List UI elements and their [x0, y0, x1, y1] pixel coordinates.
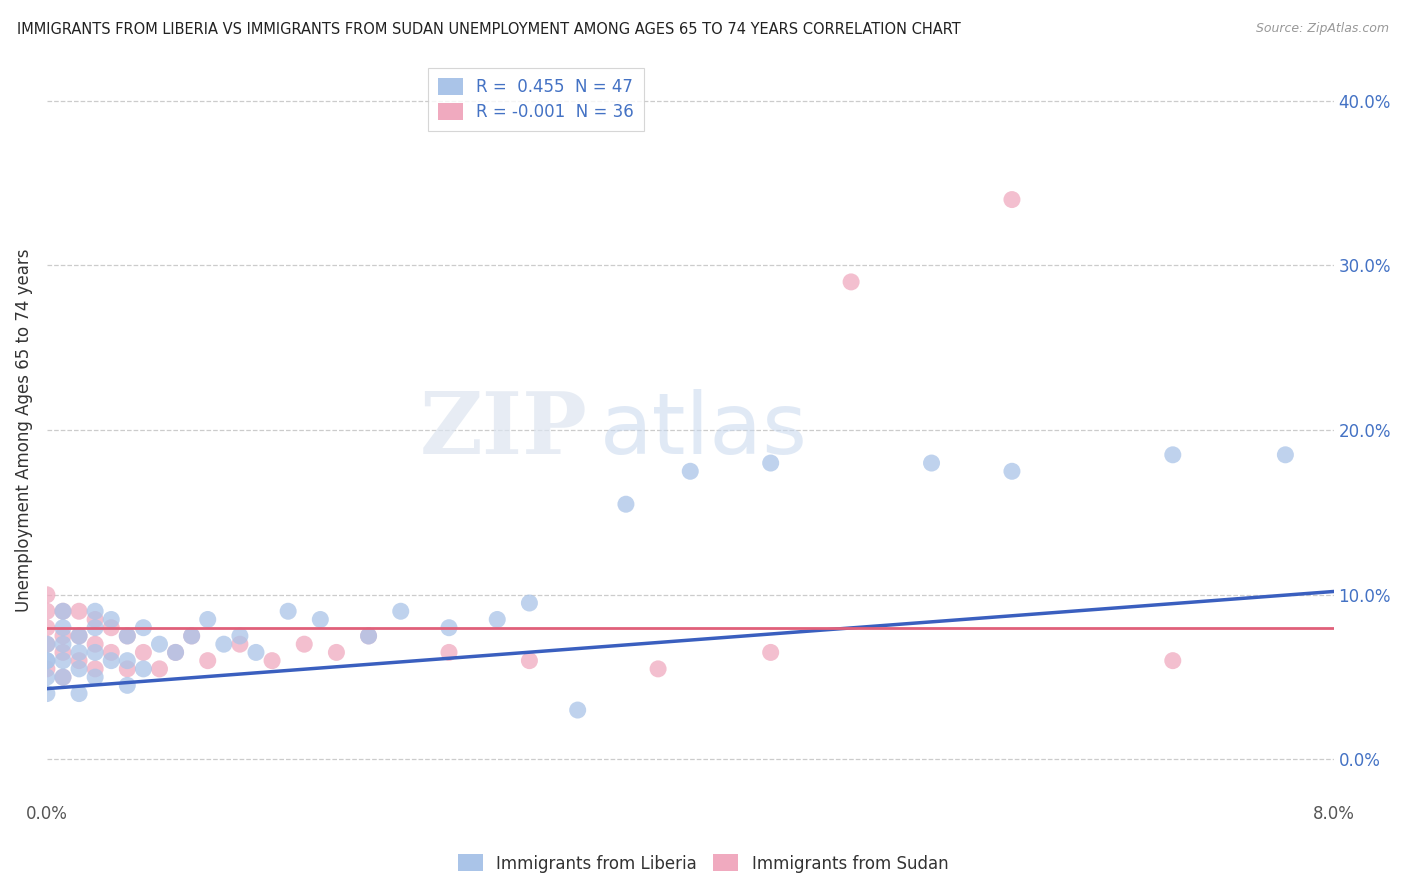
Point: [839, 275, 862, 289]
Point: [35, 588, 58, 602]
Point: [52, 670, 75, 684]
Point: [614, 497, 637, 511]
Point: [52, 654, 75, 668]
Point: [309, 612, 332, 626]
Point: [165, 645, 187, 659]
Point: [35, 621, 58, 635]
Point: [229, 637, 252, 651]
Point: [567, 703, 589, 717]
Point: [389, 604, 412, 618]
Point: [52, 637, 75, 651]
Point: [1274, 448, 1296, 462]
Point: [921, 456, 943, 470]
Point: [117, 654, 139, 668]
Point: [292, 637, 315, 651]
Point: [519, 596, 541, 610]
Point: [100, 654, 122, 668]
Point: [67, 654, 90, 668]
Point: [52, 670, 75, 684]
Point: [52, 604, 75, 618]
Text: Source: ZipAtlas.com: Source: ZipAtlas.com: [1256, 22, 1389, 36]
Point: [67, 662, 90, 676]
Point: [679, 464, 702, 478]
Point: [1161, 654, 1184, 668]
Point: [84, 662, 107, 676]
Point: [180, 629, 202, 643]
Point: [132, 621, 155, 635]
Point: [325, 645, 347, 659]
Point: [35, 654, 58, 668]
Point: [197, 654, 219, 668]
Point: [35, 662, 58, 676]
Text: atlas: atlas: [600, 389, 808, 472]
Point: [67, 629, 90, 643]
Point: [117, 629, 139, 643]
Point: [437, 621, 460, 635]
Point: [132, 662, 155, 676]
Point: [35, 687, 58, 701]
Point: [67, 645, 90, 659]
Legend: Immigrants from Liberia, Immigrants from Sudan: Immigrants from Liberia, Immigrants from…: [451, 847, 955, 880]
Legend: R =  0.455  N = 47, R = -0.001  N = 36: R = 0.455 N = 47, R = -0.001 N = 36: [427, 68, 644, 131]
Point: [35, 637, 58, 651]
Point: [519, 654, 541, 668]
Point: [357, 629, 380, 643]
Point: [165, 645, 187, 659]
Point: [84, 670, 107, 684]
Point: [52, 645, 75, 659]
Point: [759, 645, 782, 659]
Point: [148, 637, 170, 651]
Point: [52, 629, 75, 643]
Point: [117, 662, 139, 676]
Point: [84, 604, 107, 618]
Point: [245, 645, 267, 659]
Point: [67, 687, 90, 701]
Point: [486, 612, 509, 626]
Point: [52, 604, 75, 618]
Point: [132, 645, 155, 659]
Point: [84, 621, 107, 635]
Point: [647, 662, 669, 676]
Point: [117, 678, 139, 692]
Point: [35, 637, 58, 651]
Y-axis label: Unemployment Among Ages 65 to 74 years: Unemployment Among Ages 65 to 74 years: [15, 248, 32, 612]
Point: [212, 637, 235, 651]
Point: [197, 612, 219, 626]
Point: [35, 604, 58, 618]
Point: [357, 629, 380, 643]
Point: [277, 604, 299, 618]
Point: [84, 637, 107, 651]
Point: [67, 629, 90, 643]
Point: [100, 612, 122, 626]
Point: [1161, 448, 1184, 462]
Point: [52, 621, 75, 635]
Point: [180, 629, 202, 643]
Point: [117, 629, 139, 643]
Point: [100, 645, 122, 659]
Point: [35, 654, 58, 668]
Point: [1001, 464, 1024, 478]
Point: [1001, 193, 1024, 207]
Point: [759, 456, 782, 470]
Point: [437, 645, 460, 659]
Point: [84, 612, 107, 626]
Point: [100, 621, 122, 635]
Point: [84, 645, 107, 659]
Point: [148, 662, 170, 676]
Point: [262, 654, 284, 668]
Point: [67, 604, 90, 618]
Text: IMMIGRANTS FROM LIBERIA VS IMMIGRANTS FROM SUDAN UNEMPLOYMENT AMONG AGES 65 TO 7: IMMIGRANTS FROM LIBERIA VS IMMIGRANTS FR…: [17, 22, 960, 37]
Point: [35, 670, 58, 684]
Point: [229, 629, 252, 643]
Text: ZIP: ZIP: [419, 388, 588, 472]
